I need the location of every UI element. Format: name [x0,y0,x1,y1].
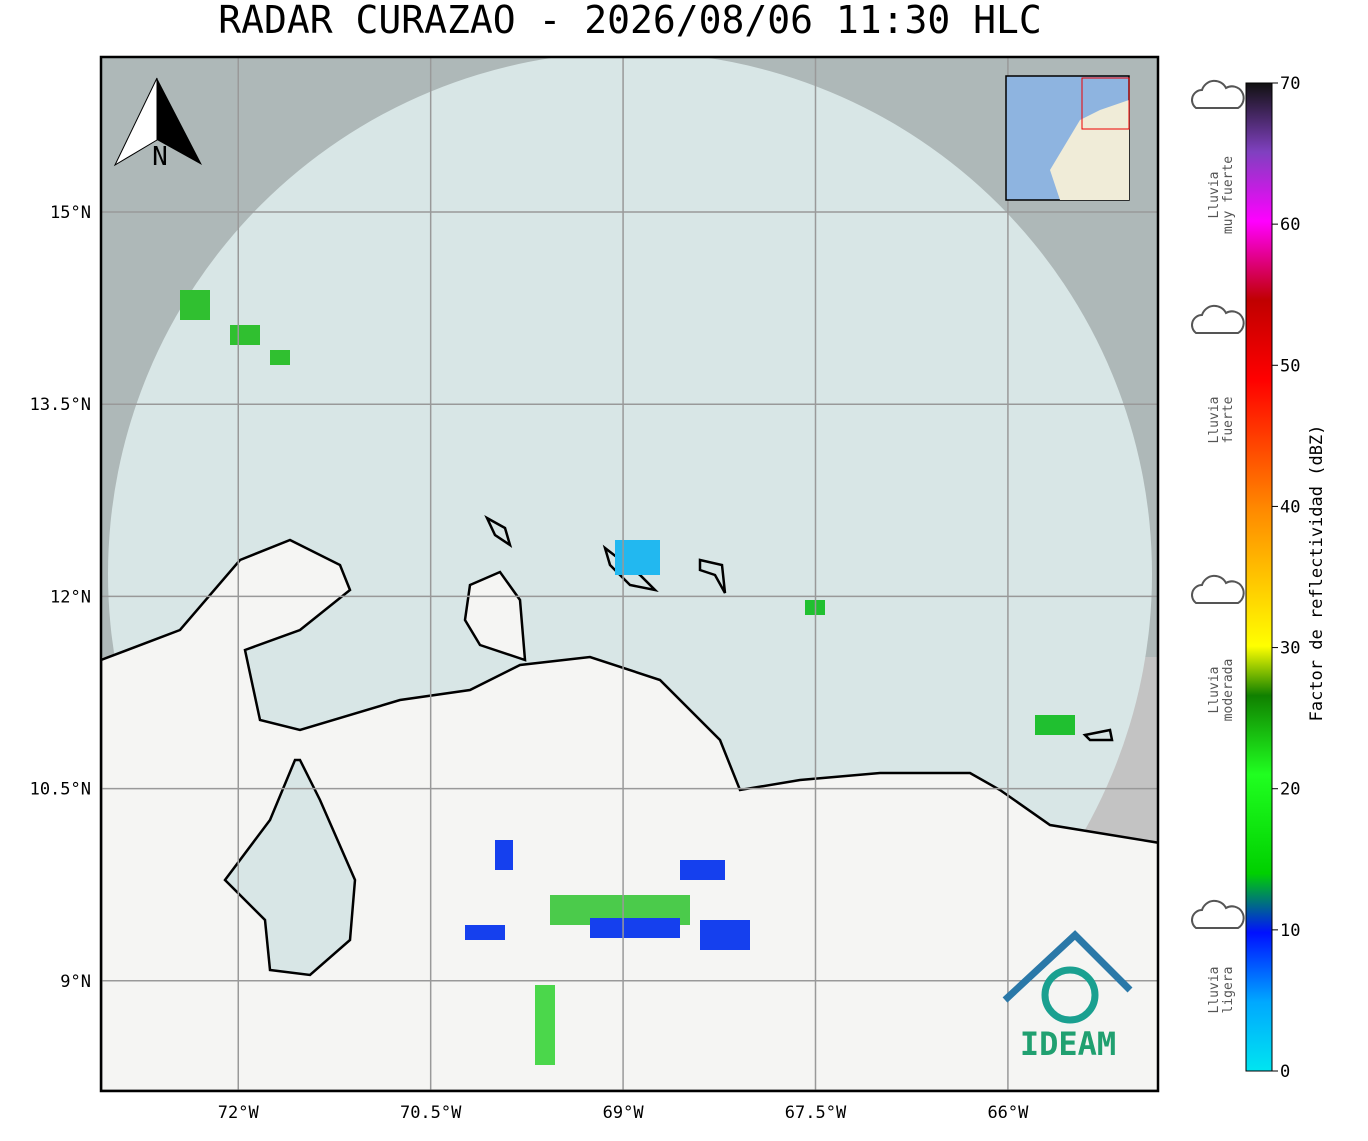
aruba [484,515,513,548]
lon-tick-label: 70.5°W [400,1103,462,1123]
rain-category: Lluvia fuerte [1207,396,1236,443]
land [101,538,1158,1091]
colorbar-tick-label: 30 [1280,639,1300,659]
inset-land [1050,100,1129,200]
rain-category-text: Lluvia [1207,667,1222,714]
lat-tick-label: 13.5°N [30,395,91,415]
island [1082,728,1114,742]
colorbar-tick-label: 50 [1280,356,1300,376]
rain-category-text: ligera [1221,967,1236,1014]
logo-text: IDEAM [1020,1025,1116,1063]
lat-tick-label: 10.5°N [30,780,91,800]
lake-maracaibo [223,758,357,977]
rain-icon [1191,574,1245,604]
lat-tick-label: 15°N [50,203,91,223]
logo-roof [1002,930,1133,1003]
rain-icon [1191,79,1245,109]
colorbar-label: Factor de reflectividad (dBZ) [1307,425,1327,722]
lat-tick-label: 12°N [50,587,91,607]
rain-category-text: Lluvia [1207,397,1222,444]
paraguana [463,570,527,662]
title: RADAR CURAZAO - 2026/08/06 11:30 HLC [218,0,1042,42]
rain-category-text: fuerte [1221,396,1236,443]
lon-tick-label: 69°W [603,1103,645,1123]
rain-category: Lluvia moderada [1207,659,1236,722]
bonaire [698,558,727,594]
north-arrow [157,78,202,165]
north-label: N [152,142,168,172]
rain-icon [1191,899,1245,929]
cloud [1191,304,1245,334]
lat-tick-label: 9°N [60,972,91,992]
rain-category-text: Lluvia [1207,967,1222,1014]
colorbar-tick-label: 40 [1280,497,1300,517]
rain-category: Lluvia muy fuerte [1207,156,1236,234]
inset-box [1081,77,1130,130]
colorbar-tick-label: 60 [1280,215,1300,235]
map: N IDEAM [101,57,1158,1091]
colorbar [1245,82,1273,1072]
rain-category: Lluvia ligera [1207,967,1236,1014]
radar-echoes [180,290,1075,1065]
logo-swirl [1041,966,1099,1024]
cloud [1191,899,1245,929]
rain-category-text: muy fuerte [1221,156,1236,234]
colorbar-tick-label: 0 [1280,1062,1290,1082]
cloud [1191,574,1245,604]
colorbar-tick-label: 10 [1280,921,1300,941]
lon-tick-label: 72°W [218,1103,260,1123]
colorbar-tick-label: 20 [1280,780,1300,800]
cloud [1191,79,1245,109]
rain-category-text: Lluvia [1207,172,1222,219]
lon-tick-label: 66°W [987,1103,1029,1123]
rain-category-text: moderada [1221,659,1236,722]
lon-tick-label: 67.5°W [785,1103,847,1123]
rain-icon [1191,304,1245,334]
frame [99,55,1160,1093]
colorbar-tick-label: 70 [1280,74,1300,94]
